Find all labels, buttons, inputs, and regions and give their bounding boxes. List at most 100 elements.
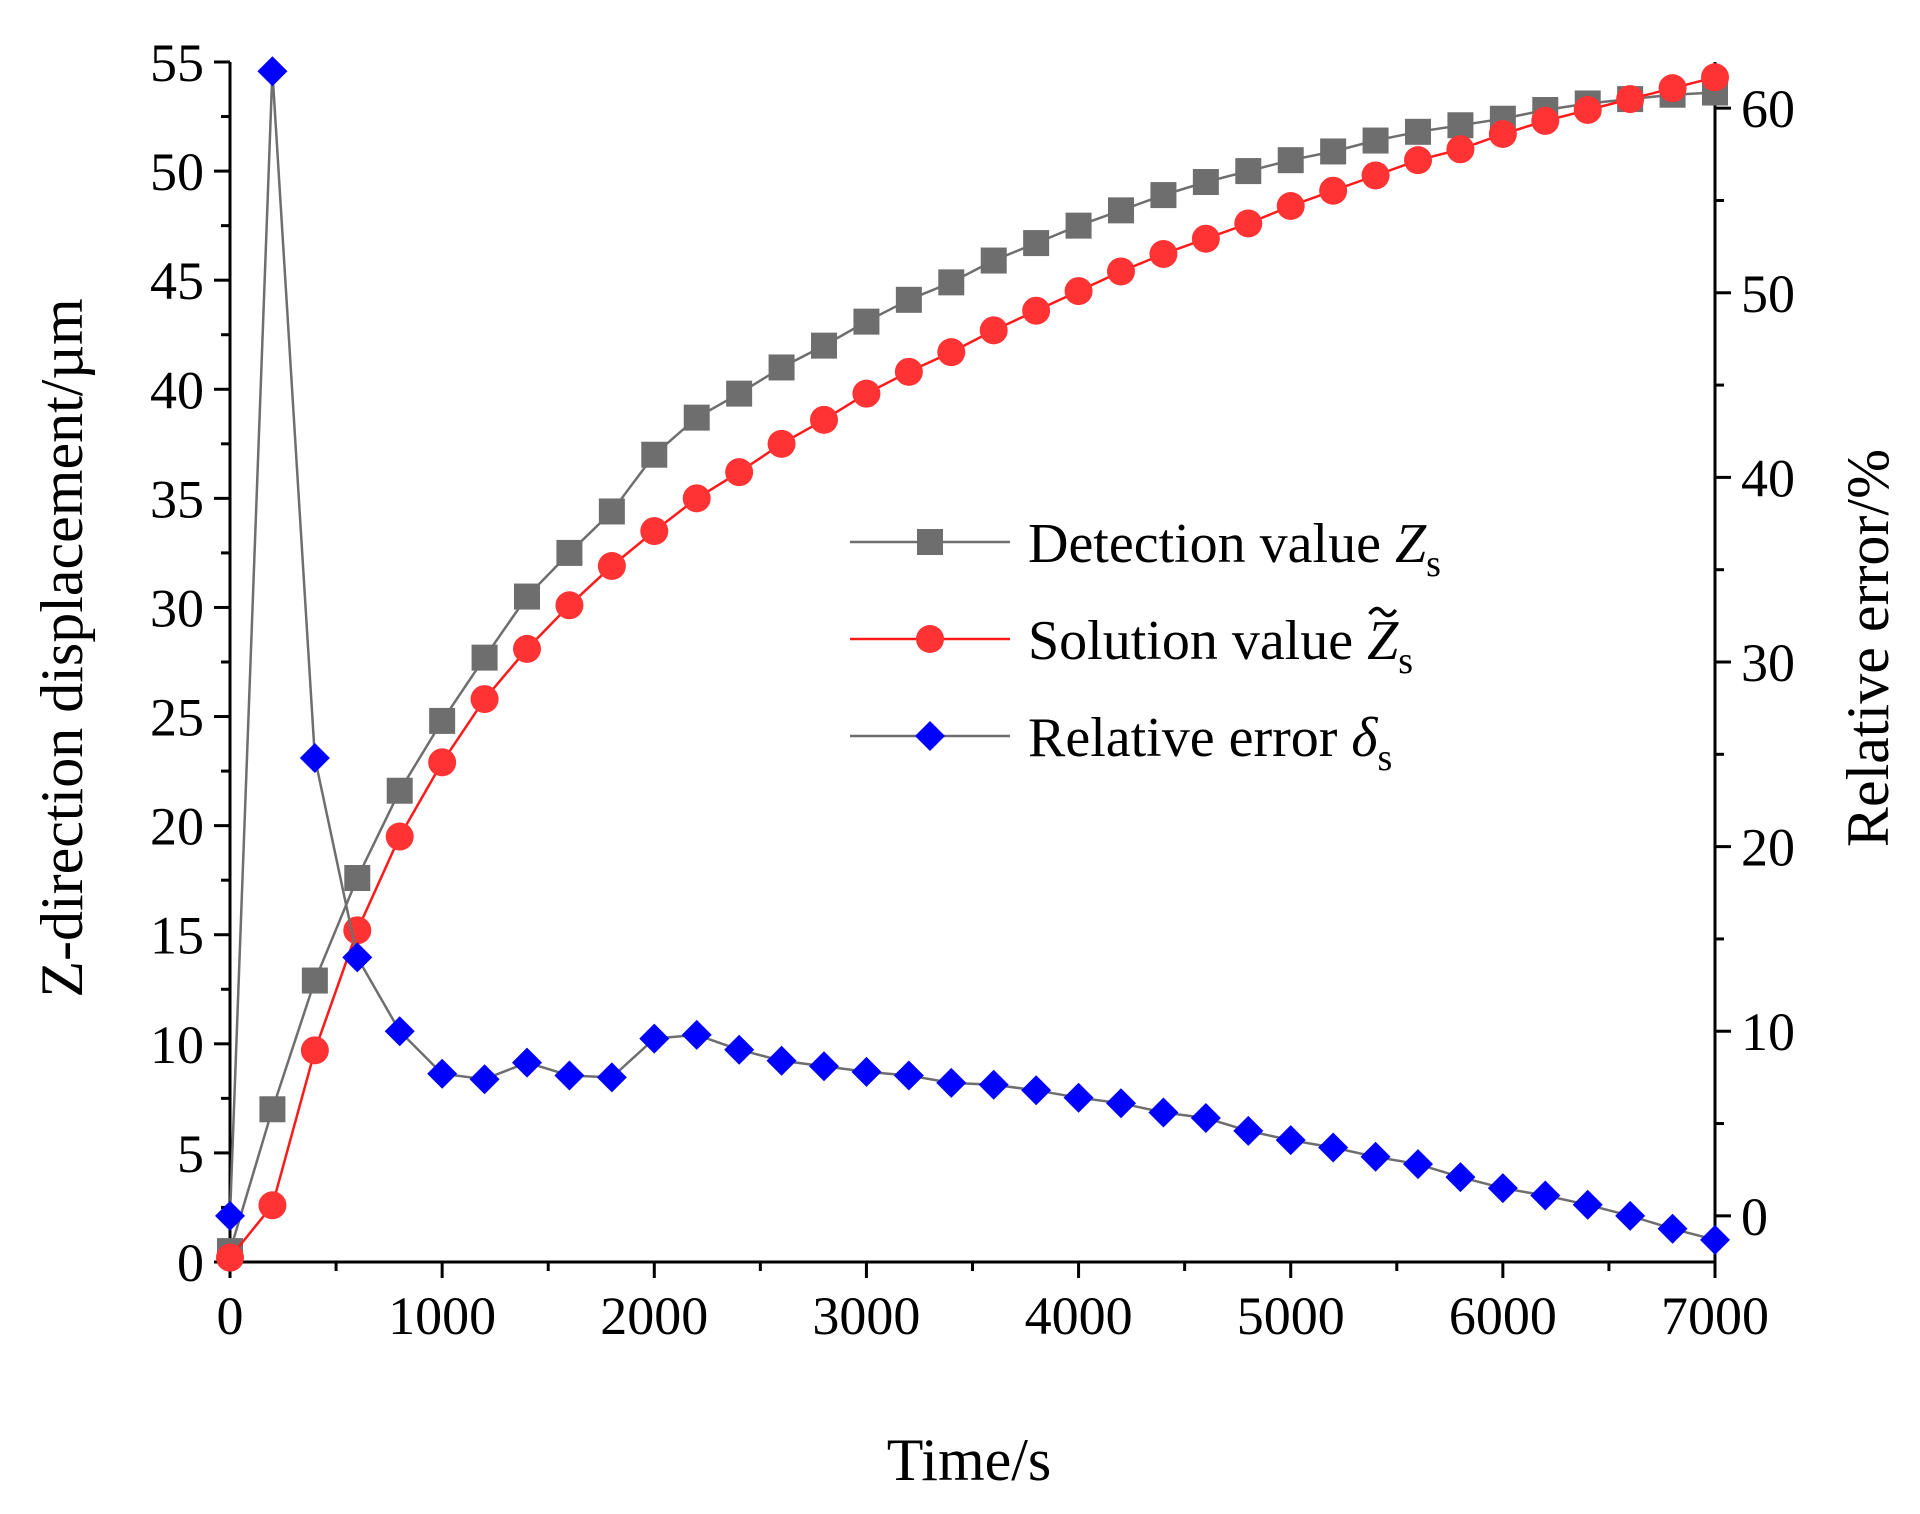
legend-label: Solution value Zs: [1028, 610, 1413, 682]
detection-point: [641, 441, 668, 468]
legend-item-relative-error: Relative error δs: [850, 707, 1392, 779]
detection-point: [1150, 182, 1177, 209]
legend-item-detection: Detection value Zs: [850, 513, 1441, 585]
solution-point: [597, 552, 626, 580]
detection-point: [1192, 169, 1219, 195]
solution-point: [1107, 257, 1135, 286]
relative-error-point: [257, 56, 288, 87]
solution-point: [937, 338, 966, 367]
solution-point: [258, 1191, 287, 1220]
solution-point: [1234, 209, 1263, 238]
relative-error-point: [1700, 1224, 1730, 1255]
solution-point: [300, 1036, 329, 1065]
solution-point: [1404, 146, 1432, 175]
solution-point: [1531, 106, 1560, 135]
left-y-tick-label: 35: [150, 469, 204, 529]
relative-error-point: [427, 1058, 458, 1089]
legend-marker-square: [917, 529, 943, 555]
detection-point: [1065, 212, 1092, 239]
detection-point: [471, 644, 498, 671]
detection-point: [768, 354, 795, 381]
solution-point: [894, 357, 923, 386]
x-tick-label: 3000: [812, 1286, 920, 1346]
solution-point: [385, 822, 414, 851]
solution-point: [1064, 277, 1093, 306]
relative-error-point: [1021, 1075, 1052, 1106]
right-y-tick-label: 60: [1741, 79, 1795, 139]
detection-point: [1320, 138, 1347, 165]
relative-error-point: [554, 1060, 585, 1091]
relative-error-point: [1445, 1162, 1476, 1193]
left-y-tick-label: 25: [150, 688, 204, 748]
detection-point: [1023, 230, 1050, 257]
relative-error-point: [384, 1016, 415, 1047]
right-y-ticks: 0 10 20 30 40 50 60: [1715, 79, 1795, 1247]
x-tick-label: 6000: [1449, 1286, 1557, 1346]
relative-error-point: [893, 1060, 924, 1091]
x-tick-label: 0: [217, 1286, 244, 1346]
left-y-ticks: 0 5 10 15 20 25 30 35 40 45 50 55: [150, 33, 230, 1293]
solution-point: [1361, 161, 1390, 190]
detection-point: [1235, 158, 1262, 185]
detection-point: [726, 380, 753, 407]
legend-name: Relative error: [1028, 707, 1351, 769]
detection-point: [980, 247, 1007, 274]
legend-item-solution: Solution value Zs: [850, 606, 1413, 682]
detection-point: [598, 498, 625, 525]
relative-error-point: [724, 1034, 755, 1065]
x-ticks: 0 1000 2000 3000 4000 5000 6000 7000: [217, 1262, 1769, 1346]
axes-group: 0 1000 2000 3000 4000 5000 6000 7000 0 5 10 15 20 25 3…: [150, 33, 1795, 1346]
solution-series: [216, 63, 1729, 1272]
relative-error-point: [766, 1045, 797, 1076]
relative-error-point: [1148, 1097, 1179, 1128]
solution-point: [1616, 85, 1645, 114]
solution-point: [767, 429, 796, 458]
left-y-tick-label: 40: [150, 360, 204, 420]
relative-error-series: [215, 56, 1730, 1255]
left-y-axis-title: Z-direction displacement/µm: [29, 298, 95, 997]
legend-name: Detection value: [1028, 513, 1395, 575]
solution-point: [343, 916, 372, 945]
relative-error-point: [1487, 1173, 1518, 1204]
solution-point: [1191, 224, 1220, 253]
relative-error-point: [342, 942, 373, 973]
relative-error-point: [1657, 1213, 1688, 1244]
solution-point: [470, 685, 499, 714]
relative-error-point: [1190, 1103, 1221, 1133]
detection-point: [556, 539, 583, 566]
relative-error-point: [1530, 1180, 1561, 1211]
relative-error-line: [228, 71, 1716, 1242]
detection-point: [1405, 118, 1431, 145]
x-tick-label: 4000: [1025, 1286, 1133, 1346]
detection-point: [811, 332, 837, 359]
detection-point: [1362, 127, 1389, 154]
relative-error-point: [1063, 1082, 1094, 1113]
detection-point: [683, 404, 710, 431]
relative-error-point: [809, 1051, 839, 1082]
legend-subscript: s: [1398, 640, 1413, 682]
detection-point: [895, 286, 922, 313]
solution-point: [428, 748, 457, 777]
solution-point: [810, 405, 838, 434]
x-tick-label: 1000: [388, 1286, 496, 1346]
solution-point: [1658, 74, 1687, 103]
chart-plot-layer: 0 1000 2000 3000 4000 5000 6000 7000 0 5 10 15 20 25 3…: [150, 33, 1795, 1346]
detection-point: [853, 308, 880, 335]
relative-error-point: [639, 1023, 670, 1054]
relative-error-point: [851, 1056, 882, 1087]
legend-symbol: Z: [1367, 610, 1399, 672]
solution-point: [1319, 176, 1348, 205]
relative-error-point: [681, 1019, 712, 1050]
relative-error-point: [1572, 1189, 1603, 1220]
legend-marker-circle: [916, 625, 944, 653]
solution-point: [1276, 192, 1305, 220]
left-y-tick-label: 0: [177, 1233, 204, 1293]
detection-point: [1447, 112, 1474, 139]
solution-point: [725, 458, 754, 487]
legend-subscript: s: [1377, 737, 1392, 779]
legend-subscript: s: [1426, 543, 1441, 585]
solution-point: [979, 316, 1008, 345]
left-y-tick-label: 20: [150, 797, 204, 857]
detection-point: [938, 269, 965, 296]
